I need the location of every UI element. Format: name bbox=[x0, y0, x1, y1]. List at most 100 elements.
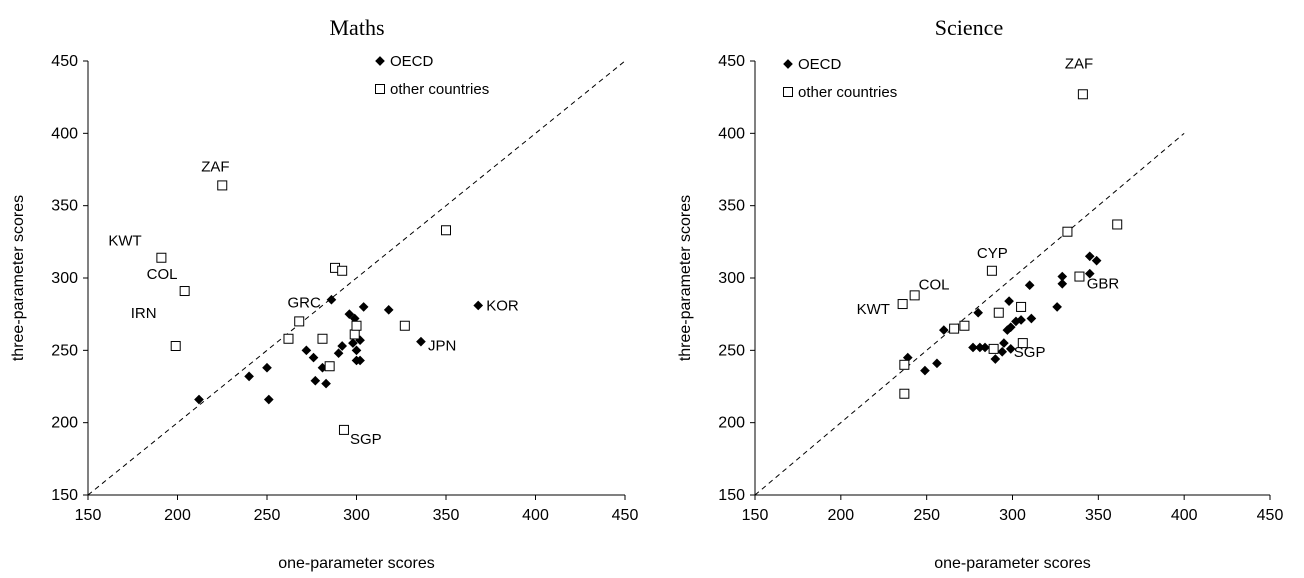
oecd-point bbox=[355, 355, 365, 366]
oecd-point bbox=[348, 338, 358, 348]
oecd-point bbox=[333, 348, 344, 359]
oecd-point bbox=[1026, 313, 1037, 324]
oecd-point bbox=[310, 375, 321, 386]
y-tick-label: 250 bbox=[718, 342, 745, 359]
reference-line bbox=[87, 60, 626, 496]
oecd-point bbox=[968, 342, 978, 353]
other-country-point bbox=[1062, 226, 1073, 237]
y-tick-label: 200 bbox=[718, 415, 745, 432]
x-axis-title: one-parameter scores bbox=[278, 555, 435, 572]
x-tick-label: 200 bbox=[827, 507, 854, 524]
oecd-point bbox=[1057, 278, 1068, 289]
x-tick-label: 300 bbox=[343, 507, 370, 524]
oecd-point bbox=[344, 309, 355, 319]
y-tick-label: 150 bbox=[51, 487, 78, 504]
x-tick-label: 450 bbox=[612, 507, 639, 524]
x-tick-label: 150 bbox=[742, 507, 769, 524]
legend-other-label: other countries bbox=[390, 81, 489, 98]
point-label-zaf: ZAF bbox=[201, 158, 229, 175]
chart-panel-science: Science 150 200 250 300 350 400 450 150 200 250 300… bbox=[677, 15, 1283, 572]
oecd-point bbox=[997, 346, 1008, 357]
point-label-sgp: SGP bbox=[350, 431, 382, 448]
other-country-point bbox=[317, 333, 328, 344]
x-tick-label: 300 bbox=[999, 507, 1026, 524]
chart-title: Maths bbox=[330, 15, 385, 40]
other-country-point bbox=[283, 333, 294, 344]
other-country-point bbox=[294, 316, 305, 327]
oecd-point bbox=[262, 362, 272, 373]
other-country-point bbox=[338, 424, 349, 435]
other-country-point bbox=[1016, 301, 1027, 312]
oecd-point bbox=[416, 336, 426, 347]
oecd-point bbox=[1005, 322, 1016, 333]
oecd-point bbox=[980, 342, 990, 353]
other-country-point bbox=[399, 320, 410, 331]
other-country-point bbox=[899, 388, 910, 399]
other-country-point bbox=[988, 343, 999, 354]
other-country-point bbox=[897, 299, 908, 310]
oecd-point bbox=[1057, 271, 1068, 282]
legend-oecd-marker bbox=[375, 56, 385, 66]
reference-line bbox=[754, 132, 1185, 496]
oecd-point bbox=[308, 352, 319, 363]
other-country-point bbox=[351, 320, 362, 331]
oecd-point bbox=[1084, 251, 1095, 262]
x-tick-label: 400 bbox=[522, 507, 549, 524]
y-tick-label: 250 bbox=[51, 342, 78, 359]
other-country-point bbox=[179, 286, 190, 297]
x-tick-label: 400 bbox=[1171, 507, 1198, 524]
oecd-point bbox=[920, 365, 930, 376]
x-tick-label: 250 bbox=[254, 507, 281, 524]
oecd-point bbox=[1005, 344, 1016, 354]
oecd-point bbox=[351, 345, 362, 356]
oecd-point bbox=[473, 300, 484, 311]
legend-oecd-label: OECD bbox=[798, 56, 842, 73]
legend-oecd-label: OECD bbox=[390, 53, 434, 70]
point-label-col: COL bbox=[919, 276, 950, 293]
oecd-point bbox=[973, 307, 983, 318]
other-country-point bbox=[1074, 271, 1085, 282]
oecd-point bbox=[990, 354, 1001, 364]
other-country-point bbox=[1077, 89, 1088, 100]
y-tick-label: 300 bbox=[718, 270, 745, 287]
other-country-point bbox=[324, 361, 335, 372]
x-tick-label: 250 bbox=[913, 507, 940, 524]
other-country-point bbox=[1017, 338, 1028, 349]
x-axis-title: one-parameter scores bbox=[934, 555, 1091, 572]
point-label-gbr: GBR bbox=[1087, 276, 1120, 293]
point-label-kwt: KWT bbox=[108, 233, 141, 250]
other-country-point bbox=[170, 340, 181, 351]
oecd-point bbox=[244, 371, 254, 382]
oecd-point bbox=[326, 294, 337, 305]
point-label-kor: KOR bbox=[486, 297, 519, 314]
legend-other-label: other countries bbox=[798, 84, 897, 101]
oecd-point bbox=[194, 394, 204, 405]
legend-oecd-marker bbox=[783, 59, 793, 69]
other-country-point bbox=[909, 290, 920, 301]
point-label-kwt: KWT bbox=[857, 301, 890, 318]
chart-panel-maths: Maths 150 200 250 300 350 400 450 150 200 250 300 35… bbox=[10, 15, 638, 572]
other-country-point bbox=[899, 359, 910, 370]
other-country-point bbox=[156, 252, 167, 263]
legend-other-marker bbox=[375, 84, 385, 94]
x-tick-label: 450 bbox=[1257, 507, 1284, 524]
other-country-point bbox=[217, 180, 228, 191]
legend-other-marker bbox=[783, 87, 793, 97]
y-tick-label: 350 bbox=[718, 198, 745, 215]
y-tick-label: 400 bbox=[51, 125, 78, 142]
x-tick-label: 350 bbox=[1085, 507, 1112, 524]
oecd-point bbox=[1084, 268, 1095, 279]
oecd-point bbox=[939, 325, 949, 335]
point-label-cyp: CYP bbox=[977, 245, 1008, 262]
x-tick-label: 200 bbox=[164, 507, 191, 524]
y-tick-label: 150 bbox=[718, 487, 745, 504]
point-label-zaf: ZAF bbox=[1065, 55, 1093, 72]
y-tick-label: 350 bbox=[51, 198, 78, 215]
oecd-point bbox=[321, 378, 331, 389]
oecd-point bbox=[1024, 280, 1035, 291]
point-label-col: COL bbox=[147, 266, 178, 283]
y-tick-label: 450 bbox=[718, 53, 745, 70]
x-tick-label: 350 bbox=[433, 507, 460, 524]
other-country-point bbox=[441, 225, 451, 236]
